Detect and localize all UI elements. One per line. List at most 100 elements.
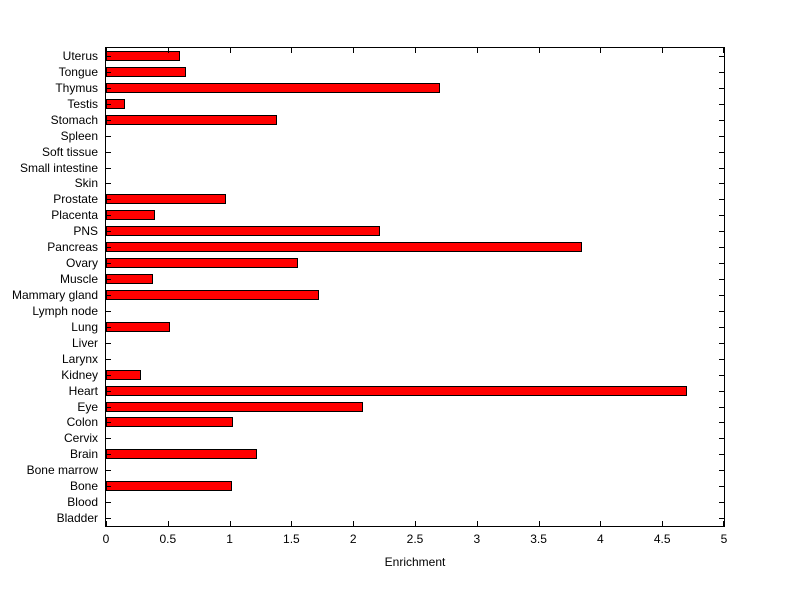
y-tick-right-spleen <box>719 136 724 137</box>
bar-colon <box>106 417 234 428</box>
ytick-label-kidney: Kidney <box>61 367 98 382</box>
x-tick-bottom-4 <box>600 521 601 526</box>
bar-muscle <box>106 274 153 285</box>
y-tick-right-mammary-gland <box>719 295 724 296</box>
bar-prostate <box>106 194 226 205</box>
plot-area <box>105 47 725 527</box>
xtick-label-1.5: 1.5 <box>283 532 300 546</box>
y-tick-left-mammary-gland <box>106 295 111 296</box>
x-tick-top-1.5 <box>291 48 292 53</box>
bar-tongue <box>106 66 187 77</box>
x-tick-bottom-0.5 <box>168 521 169 526</box>
y-tick-left-testis <box>106 104 111 105</box>
y-tick-left-heart <box>106 391 111 392</box>
x-tick-bottom-5 <box>723 521 724 526</box>
ytick-label-prostate: Prostate <box>53 192 98 207</box>
xtick-label-2.5: 2.5 <box>406 532 424 546</box>
y-tick-right-ovary <box>719 263 724 264</box>
y-tick-left-pns <box>106 231 111 232</box>
y-tick-right-bladder <box>719 518 724 519</box>
ytick-label-tongue: Tongue <box>58 64 98 79</box>
x-tick-top-0 <box>106 48 107 53</box>
y-tick-left-thymus <box>106 88 111 89</box>
ytick-label-bone-marrow: Bone marrow <box>26 463 98 478</box>
ytick-label-colon: Colon <box>66 415 98 430</box>
y-tick-left-kidney <box>106 375 111 376</box>
x-axis-label: Enrichment <box>384 555 446 569</box>
y-tick-right-colon <box>719 422 724 423</box>
ytick-label-small-intestine: Small intestine <box>19 160 98 175</box>
y-tick-right-heart <box>719 391 724 392</box>
y-tick-left-liver <box>106 343 111 344</box>
y-tick-left-soft-tissue <box>106 152 111 153</box>
ytick-label-thymus: Thymus <box>55 80 98 95</box>
y-tick-left-bone <box>106 486 111 487</box>
y-tick-left-small-intestine <box>106 168 111 169</box>
y-tick-left-tongue <box>106 72 111 73</box>
ytick-label-lymph-node: Lymph node <box>32 303 98 318</box>
bar-lung <box>106 321 171 332</box>
x-tick-bottom-1.5 <box>291 521 292 526</box>
y-tick-right-eye <box>719 407 724 408</box>
y-tick-right-liver <box>719 343 724 344</box>
bar-thymus <box>106 82 440 93</box>
ytick-label-ovary: Ovary <box>65 256 98 271</box>
ytick-label-bladder: Bladder <box>56 511 98 526</box>
y-tick-left-cervix <box>106 438 111 439</box>
x-tick-bottom-1 <box>230 521 231 526</box>
x-tick-bottom-0 <box>106 521 107 526</box>
bar-placenta <box>106 210 156 221</box>
ytick-label-pancreas: Pancreas <box>47 240 98 255</box>
y-tick-left-lymph-node <box>106 311 111 312</box>
y-tick-left-uterus <box>106 56 111 57</box>
ytick-label-soft-tissue: Soft tissue <box>41 144 98 159</box>
y-tick-right-blood <box>719 502 724 503</box>
x-tick-top-1 <box>230 48 231 53</box>
y-tick-left-spleen <box>106 136 111 137</box>
xtick-label-4.5: 4.5 <box>653 532 671 546</box>
x-tick-top-5 <box>723 48 724 53</box>
ytick-label-placenta: Placenta <box>51 208 98 223</box>
ytick-label-bone: Bone <box>69 479 98 494</box>
xtick-label-0.5: 0.5 <box>159 532 177 546</box>
y-tick-right-placenta <box>719 215 724 216</box>
y-tick-left-colon <box>106 422 111 423</box>
y-tick-right-bone-marrow <box>719 470 724 471</box>
y-tick-left-blood <box>106 502 111 503</box>
y-tick-right-thymus <box>719 88 724 89</box>
y-tick-right-cervix <box>719 438 724 439</box>
x-tick-bottom-2.5 <box>415 521 416 526</box>
bar-pancreas <box>106 242 582 253</box>
y-tick-right-lung <box>719 327 724 328</box>
xtick-label-0: 0 <box>102 532 110 546</box>
y-tick-right-skin <box>719 183 724 184</box>
y-tick-left-bladder <box>106 518 111 519</box>
ytick-label-mammary-gland: Mammary gland <box>11 287 98 302</box>
xtick-label-1: 1 <box>226 532 233 546</box>
ytick-label-uterus: Uterus <box>62 48 98 63</box>
ytick-label-lung: Lung <box>71 319 98 334</box>
x-tick-bottom-3 <box>477 521 478 526</box>
xtick-label-4: 4 <box>597 532 604 546</box>
y-tick-right-muscle <box>719 279 724 280</box>
x-tick-bottom-3.5 <box>539 521 540 526</box>
y-tick-right-testis <box>719 104 724 105</box>
ytick-label-blood: Blood <box>67 495 98 510</box>
y-tick-left-skin <box>106 183 111 184</box>
y-tick-right-larynx <box>719 359 724 360</box>
xtick-label-3.5: 3.5 <box>530 532 547 546</box>
bar-kidney <box>106 369 141 380</box>
y-tick-left-larynx <box>106 359 111 360</box>
y-tick-right-stomach <box>719 120 724 121</box>
ytick-label-spleen: Spleen <box>60 128 98 143</box>
ytick-label-stomach: Stomach <box>50 112 98 127</box>
y-tick-right-small-intestine <box>719 168 724 169</box>
ytick-label-muscle: Muscle <box>59 272 98 287</box>
ytick-label-pns: PNS <box>73 224 98 239</box>
bar-heart <box>106 385 687 396</box>
y-tick-right-pns <box>719 231 724 232</box>
y-tick-left-ovary <box>106 263 111 264</box>
bar-brain <box>106 449 257 460</box>
x-tick-top-3 <box>477 48 478 53</box>
